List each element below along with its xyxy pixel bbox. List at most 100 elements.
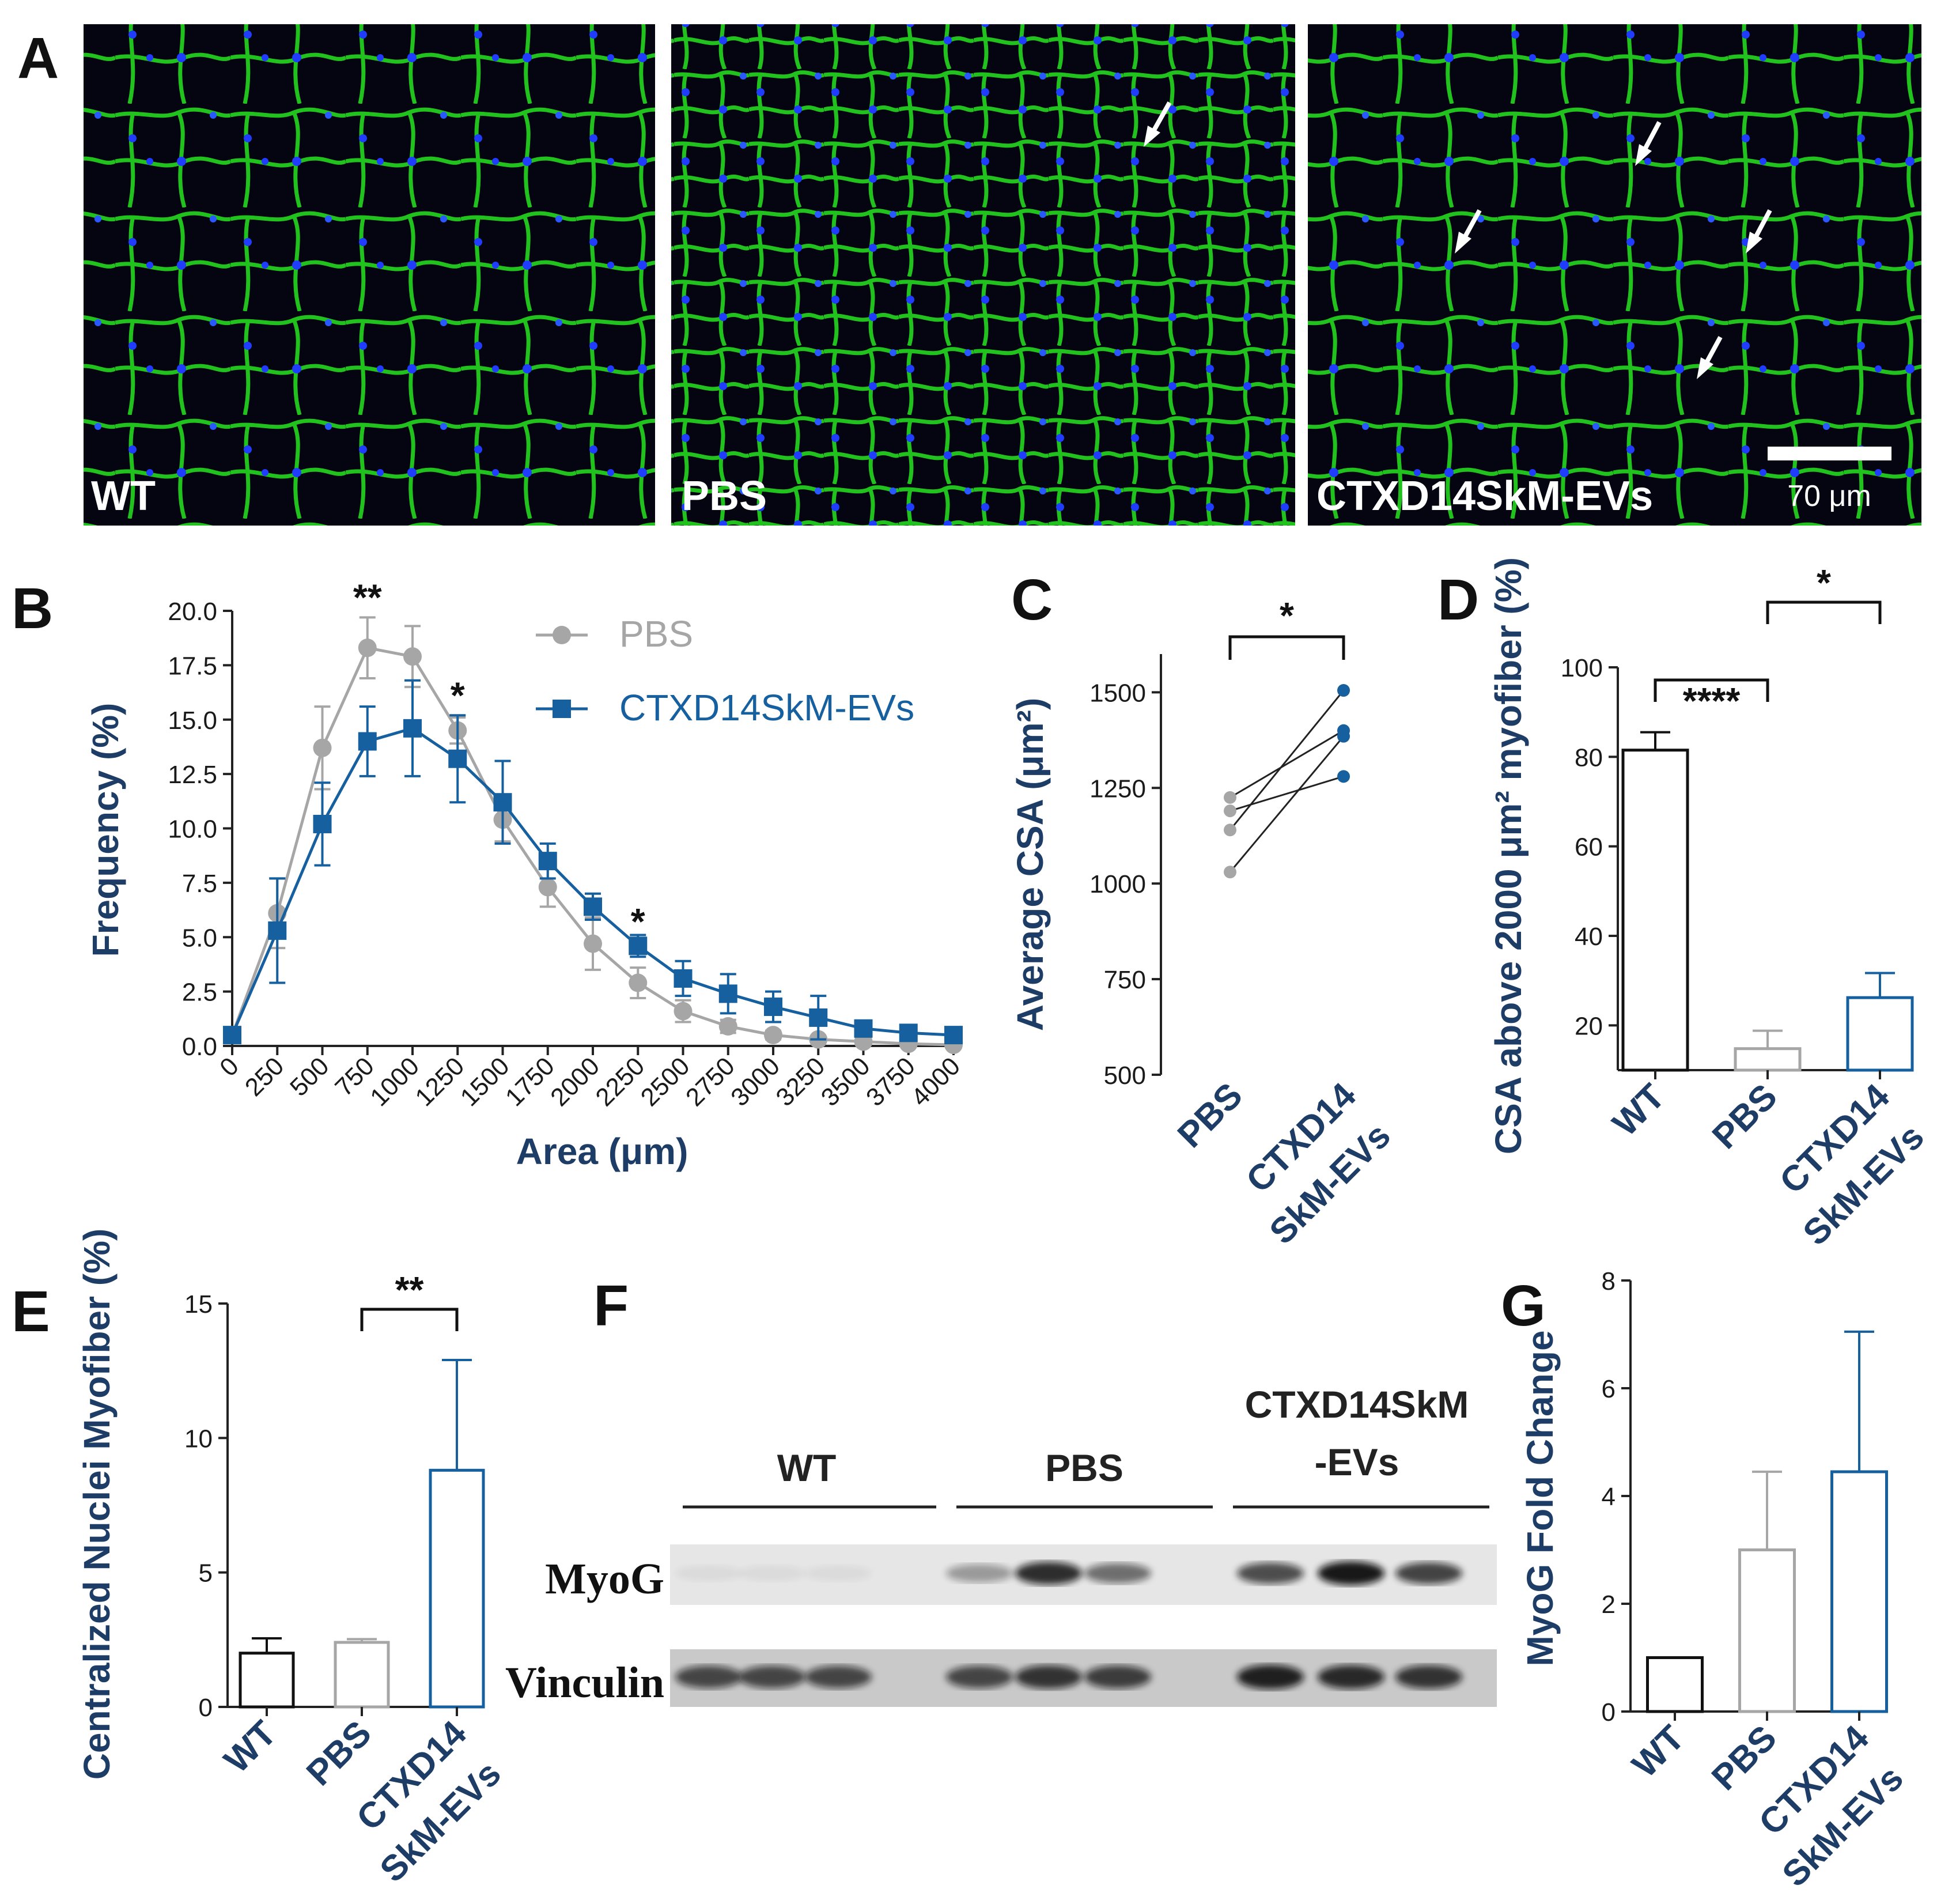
y-tick-label: 1000 — [1089, 870, 1146, 898]
significance-bracket — [360, 1308, 459, 1331]
myog-band — [1395, 1562, 1462, 1584]
data-point-pbs — [1224, 791, 1236, 804]
x-tick-label: 500 — [285, 1052, 335, 1102]
vinculin-band — [739, 1665, 805, 1688]
y-tick-label: 0.0 — [182, 1033, 217, 1061]
x-tick-label: 1000 — [365, 1052, 425, 1112]
legend-pbs: PBS — [619, 613, 693, 655]
scale-bar — [1768, 447, 1891, 460]
panel-letter-a: A — [17, 26, 59, 90]
category-label: WT — [217, 1713, 284, 1781]
data-point — [674, 969, 693, 988]
x-tick-label: 2500 — [635, 1052, 695, 1112]
data-point-pbs — [1224, 866, 1236, 879]
y-tick-label: 10 — [184, 1425, 213, 1453]
chart-b-legend: PBS CTXD14SkM-EVs — [536, 613, 914, 728]
y-tick-label: 100 — [1561, 654, 1603, 682]
significance-label: **** — [1683, 680, 1741, 721]
panel-letter-c: C — [1011, 568, 1053, 632]
blot-group-pbs: PBS — [1045, 1446, 1123, 1489]
myog-band — [739, 1565, 805, 1581]
chart-g-ticks: 0 2 4 6 8 — [1602, 1267, 1630, 1727]
data-point-pbs — [1224, 804, 1236, 818]
chart-d-ylabel: CSA above 2000 μm² myofiber (%) — [1488, 557, 1529, 1154]
data-point — [674, 1002, 693, 1021]
data-point — [268, 921, 287, 940]
data-point — [448, 749, 467, 768]
blot-group-ctx-line2: -EVs — [1315, 1441, 1399, 1483]
data-point — [538, 878, 557, 897]
data-point — [809, 1008, 828, 1027]
chart-b-frequency: 0.02.55.07.510.012.515.017.520.002505007… — [85, 577, 966, 1172]
category-label: PBS — [1170, 1075, 1250, 1155]
data-point — [584, 934, 602, 953]
myog-band — [1318, 1561, 1384, 1585]
micrograph-label-wt: WT — [91, 473, 156, 519]
data-point — [899, 1023, 918, 1042]
panel-f-western-blot: WT PBS CTXD14SkM -EVs MyoG Vinculin — [505, 1383, 1497, 1707]
bar — [429, 1468, 485, 1709]
data-point — [358, 639, 377, 658]
y-tick-label: 2 — [1602, 1591, 1616, 1619]
data-point — [764, 1026, 782, 1045]
bar — [1646, 1656, 1704, 1713]
y-tick-label: 5.0 — [182, 924, 217, 952]
x-tick-label: 2250 — [590, 1052, 650, 1112]
myog-band — [1084, 1563, 1151, 1584]
x-tick-label: 1500 — [455, 1052, 515, 1112]
data-point — [629, 973, 648, 992]
category-label: PBS — [1704, 1718, 1784, 1798]
category-label: PBS — [299, 1713, 379, 1793]
chart-c-ticks: 500 750 1000 1250 1500 — [1089, 679, 1161, 1090]
y-tick-label: 20.0 — [168, 598, 217, 626]
pair-line — [1229, 730, 1344, 799]
data-point — [313, 738, 332, 757]
y-tick-label: 15 — [184, 1290, 213, 1319]
bar — [1734, 1047, 1802, 1072]
y-tick-label: 15.0 — [168, 707, 217, 735]
category-label: WT — [1605, 1076, 1673, 1144]
panel-letter-d: D — [1437, 568, 1479, 632]
legend-ctx: CTXD14SkM-EVs — [619, 687, 914, 728]
y-tick-label: 750 — [1104, 966, 1146, 994]
pair-line — [1229, 690, 1345, 831]
arrow-icon — [1697, 336, 1723, 379]
panel-a: WT PBS — [84, 24, 1921, 526]
significance-bracket — [1228, 635, 1345, 660]
bar — [239, 1652, 295, 1709]
significance-label: * — [1817, 562, 1831, 603]
chart-b-ticks: 0.02.55.07.510.012.515.017.520.002505007… — [168, 598, 966, 1112]
micrograph-label-pbs: PBS — [682, 473, 767, 519]
series-line — [230, 727, 954, 1037]
data-point-ctx — [1337, 730, 1350, 743]
data-point — [493, 793, 512, 812]
y-tick-label: 80 — [1575, 743, 1603, 772]
panel-letter-b: B — [12, 576, 53, 641]
y-tick-label: 7.5 — [182, 870, 217, 898]
significance-label: ** — [395, 1269, 424, 1310]
x-tick-label: 2000 — [545, 1052, 605, 1112]
significance-bracket — [1654, 678, 1769, 702]
data-point — [358, 732, 377, 751]
y-tick-label: 0 — [199, 1694, 213, 1722]
myog-band — [946, 1564, 1013, 1582]
bar — [1738, 1548, 1796, 1713]
y-tick-label: 10.0 — [168, 815, 217, 844]
vinculin-band — [1015, 1665, 1082, 1689]
data-point — [403, 647, 422, 666]
chart-b-ylabel: Frequency (%) — [85, 703, 126, 957]
bar — [1830, 1470, 1888, 1713]
data-point — [313, 814, 332, 833]
x-tick-label: 4000 — [906, 1052, 966, 1112]
blot-row-label-myog: MyoG — [545, 1555, 664, 1603]
chart-e-ticks: 0 5 10 15 — [184, 1290, 228, 1722]
chart-b-series: **** — [223, 577, 963, 1055]
y-tick-label: 5 — [199, 1559, 213, 1588]
data-point-pbs — [1224, 823, 1236, 837]
